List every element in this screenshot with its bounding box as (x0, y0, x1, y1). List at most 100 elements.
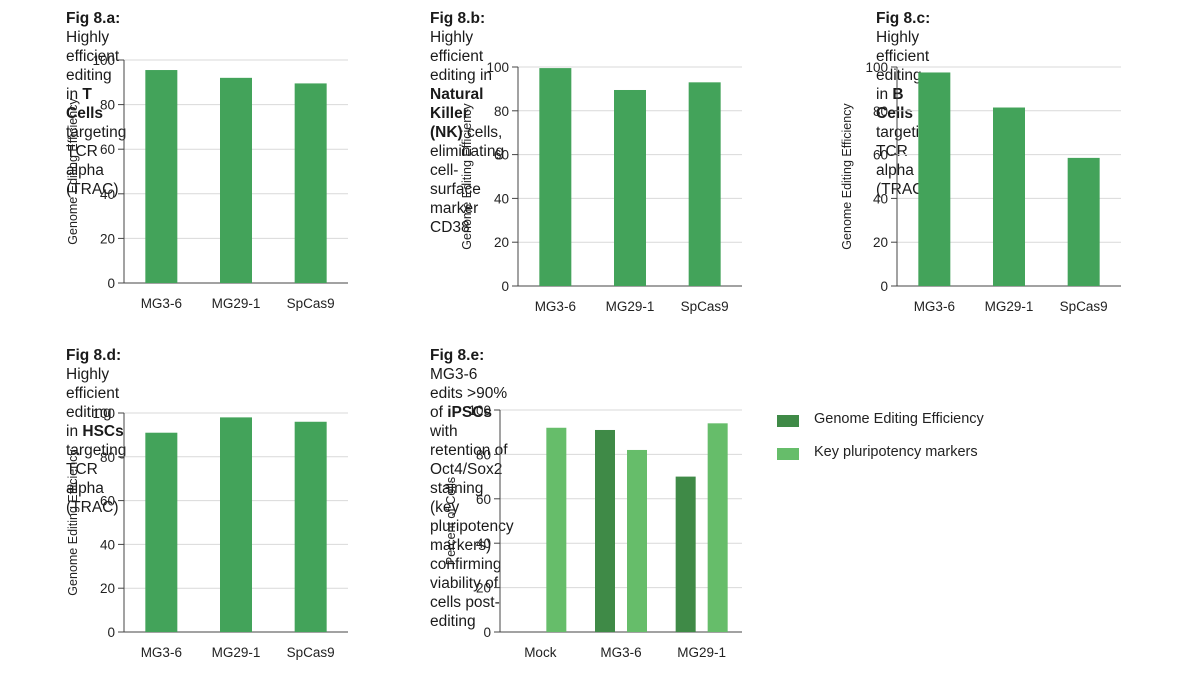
y-tick-label: 20 (476, 581, 491, 596)
x-tick-label: Mock (524, 645, 557, 660)
y-tick-label: 40 (100, 537, 115, 552)
bar-mg29-1 (614, 89, 646, 287)
x-tick-label: SpCas9 (1060, 299, 1108, 314)
y-axis-label: Genome Editing Efficiency (66, 449, 80, 596)
panel-c-title-pre: Highly efficient editing in (876, 29, 930, 103)
y-tick-label: 0 (501, 279, 509, 294)
panel-e-title-pre: MG3-6 edits >90% of (430, 366, 508, 421)
y-tick-label: 80 (873, 104, 888, 119)
panel-e-title: Fig 8.e: MG3-6 edits >90% of iPSCs with … (430, 346, 514, 631)
y-tick-label: 40 (873, 191, 888, 206)
y-axis-label: Genome Editing Efficiency (66, 98, 80, 245)
panel-a-title: Fig 8.a: Highly efficient editing in T C… (66, 9, 126, 199)
y-tick-label: 0 (107, 276, 115, 291)
bar-mg29-1 (993, 107, 1025, 286)
x-tick-label: MG3-6 (600, 645, 641, 660)
y-tick-label: 60 (100, 142, 115, 157)
x-tick-label: SpCas9 (287, 296, 335, 311)
panel-e-title-bold: iPSCs (447, 404, 493, 421)
x-tick-label: MG29-1 (677, 645, 726, 660)
y-tick-label: 100 (92, 406, 115, 421)
panel-a-fig-label: Fig 8.a: (66, 10, 121, 27)
y-tick-label: 20 (100, 581, 115, 596)
panel-e-title-line2: (key pluripotency markers) confirming vi… (430, 499, 514, 630)
y-axis-label: Genome Editing Efficiency (840, 103, 854, 250)
x-tick-label: MG3-6 (141, 296, 182, 311)
panel-d-fig-label: Fig 8.d: (66, 347, 122, 364)
bar-mg3-6 (145, 70, 178, 283)
y-tick-label: 60 (476, 492, 491, 507)
bar-mg29-1 (220, 77, 252, 283)
panel-b-title-bold: Natural Killer (430, 86, 484, 122)
bar-mg29-1-pluripotency (707, 423, 728, 632)
bar-mg3-6 (145, 432, 178, 632)
panel-e-fig-label: Fig 8.e: (430, 347, 485, 364)
panel-d-title: Fig 8.d: Highly efficient editing in HSC… (66, 346, 126, 517)
panel-c-title-bold: B (892, 86, 904, 103)
panel-a-title-pre: Highly efficient editing in (66, 29, 120, 103)
y-tick-label: 80 (100, 98, 115, 113)
y-tick-label: 20 (873, 235, 888, 250)
y-tick-label: 80 (476, 447, 491, 462)
legend-label-editing: Genome Editing Efficiency (814, 411, 984, 427)
bar-mg3-6-pluripotency (627, 449, 647, 632)
y-tick-label: 60 (494, 148, 509, 163)
legend-swatch-pluripotency (777, 448, 799, 460)
bar-mg29-1-editing (675, 476, 696, 632)
y-tick-label: 40 (476, 536, 491, 551)
x-tick-label: MG29-1 (212, 296, 261, 311)
bar-spcas9 (1067, 157, 1100, 286)
panel-c-title-line2-bold: Cells (876, 105, 914, 122)
panel-c-title: Fig 8.c: Highly efficient editing in B C… (876, 9, 936, 199)
panel-a-title-line2: targeting TCR alpha (TRAC) (66, 124, 127, 198)
y-tick-label: 0 (107, 625, 115, 640)
bar-mg3-6 (539, 68, 572, 286)
bar-mg3-6-editing (595, 429, 615, 632)
bar-mg3-6 (918, 72, 951, 286)
legend-label-pluripotency: Key pluripotency markers (814, 444, 978, 460)
panel-c-title-line2: targeting TCR alpha (TRAC) (876, 124, 937, 198)
y-tick-label: 100 (865, 60, 888, 75)
panel-d-title-line2: targeting TCR alpha (TRAC) (66, 442, 127, 516)
y-tick-label: 100 (486, 60, 509, 75)
y-tick-label: 60 (100, 494, 115, 509)
bar-spcas9 (294, 421, 327, 632)
panel-a-title-bold: T Cells (66, 86, 104, 122)
y-axis-label: Genome Editing Efficiency (460, 103, 474, 250)
y-tick-label: 80 (494, 104, 509, 119)
bar-mg29-1 (220, 417, 252, 632)
y-tick-label: 40 (100, 187, 115, 202)
panel-e-title-post: with retention of Oct4/Sox2 staining (430, 423, 508, 497)
x-tick-label: MG29-1 (606, 299, 655, 314)
y-tick-label: 20 (494, 235, 509, 250)
panel-b-title-pre: Highly efficient editing in (430, 29, 493, 84)
y-tick-label: 0 (483, 625, 491, 640)
panel-b-title-line2: cells, eliminating cell-surface marker C… (430, 124, 505, 236)
y-axis-label: Percent of Cells (444, 477, 458, 565)
x-tick-label: MG3-6 (535, 299, 576, 314)
bar-mock-pluripotency (546, 427, 567, 632)
y-tick-label: 100 (468, 403, 491, 418)
panel-b-title-line2-bold: (NK) (430, 124, 463, 141)
y-tick-label: 100 (92, 53, 115, 68)
panel-b-title: Fig 8.b: Highly efficient editing in Nat… (430, 9, 504, 237)
panel-c-fig-label: Fig 8.c: (876, 10, 931, 27)
panel-d-title-bold: HSCs (82, 423, 124, 440)
panel-d-title-pre: Highly efficient editing in (66, 366, 120, 440)
x-tick-label: MG3-6 (914, 299, 955, 314)
bar-spcas9 (688, 82, 721, 286)
y-tick-label: 80 (100, 450, 115, 465)
y-tick-label: 60 (873, 148, 888, 163)
x-tick-label: MG29-1 (212, 645, 261, 660)
y-tick-label: 0 (880, 279, 888, 294)
y-tick-label: 40 (494, 191, 509, 206)
y-tick-label: 20 (100, 231, 115, 246)
x-tick-label: MG29-1 (985, 299, 1034, 314)
panel-b-fig-label: Fig 8.b: (430, 10, 486, 27)
bar-spcas9 (294, 83, 327, 283)
